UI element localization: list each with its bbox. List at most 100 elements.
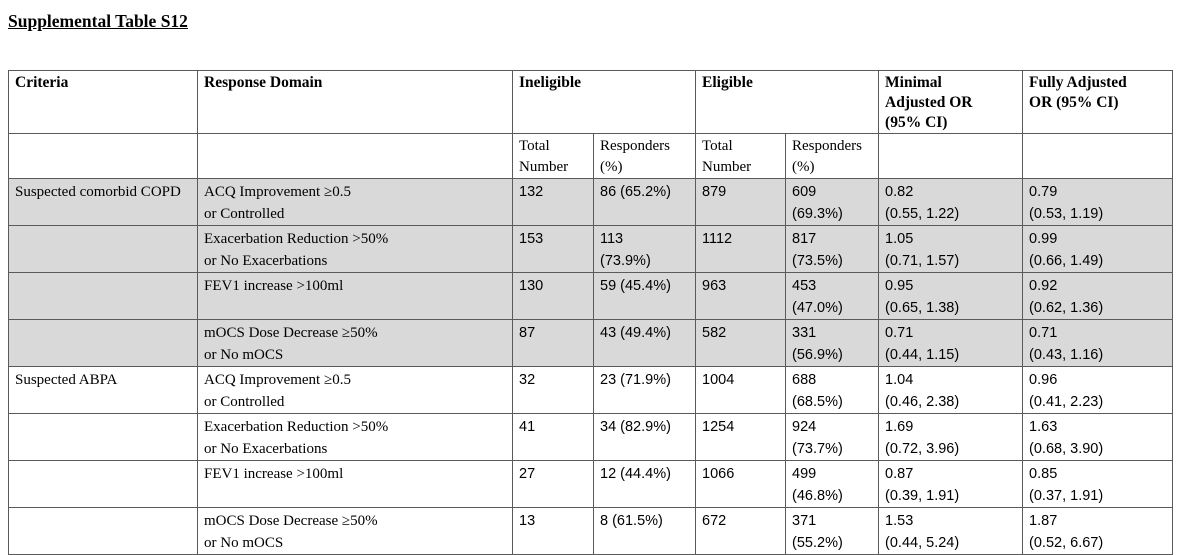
cell-eligible-total: 963 [695,272,787,320]
table-row: Exacerbation Reduction >50% or No Exacerb… [8,413,1174,461]
cell-line: (47.0%) [792,300,843,316]
cell-minimal-or: 0.95 (0.65, 1.38) [878,272,1024,320]
subheader-eligible-responders: Responders (%) [785,133,880,179]
cell-line: 817 [792,231,817,247]
header-criteria: Criteria [8,70,198,134]
header-row-sub: Total Number Responders (%) Total Number… [8,133,1174,179]
table-row: Suspected ABPA ACQ Improvement ≥0.5 or Co… [8,366,1174,414]
cell-criteria [8,319,198,367]
cell-ineligible-total: 130 [512,272,594,320]
cell-eligible-total: 582 [695,319,787,367]
table-row: FEV1 increase >100ml 27 12 (44.4%) 1066 … [8,460,1174,508]
cell-response-domain: FEV1 increase >100ml [197,272,513,320]
cell-ineligible-responders: 43 (49.4%) [592,319,697,367]
cell-line: 688 [792,372,817,388]
cell-line: (0.71, 1.57) [885,253,960,269]
cell-line: (69.3%) [792,206,843,222]
cell-criteria [8,460,198,508]
cell-line: (73.9%) [600,253,651,269]
page-title: Supplemental Table S12 [8,11,188,31]
cell-minimal-or: 1.04 (0.46, 2.38) [878,366,1024,414]
cell-line: 43 (49.4%) [600,325,671,341]
cell-fully-or: 0.96 (0.41, 2.23) [1022,366,1174,414]
cell-line: (56.9%) [792,347,843,363]
cell-ineligible-responders: 59 (45.4%) [592,272,697,320]
cell-line: mOCS Dose Decrease ≥50% [204,325,378,341]
cell-ineligible-responders: 113 (73.9%) [592,225,697,273]
cell-line: (0.46, 2.38) [885,394,960,410]
cell-criteria [8,507,198,555]
cell-line: 1.53 [885,513,914,529]
cell-line: 331 [792,325,817,341]
cell-line: Exacerbation Reduction >50% [204,419,389,435]
cell-line: (0.53, 1.19) [1029,206,1104,222]
cell-line: (0.43, 1.16) [1029,347,1104,363]
cell-ineligible-total: 41 [512,413,594,461]
cell-line: FEV1 increase >100ml [204,278,344,294]
cell-line: 0.79 [1029,184,1058,200]
cell-ineligible-responders: 12 (44.4%) [592,460,697,508]
cell-line: 0.95 [885,278,914,294]
subheader-empty-minimal-or [878,133,1024,179]
cell-line: (0.44, 1.15) [885,347,960,363]
cell-ineligible-responders: 34 (82.9%) [592,413,697,461]
cell-ineligible-total: 27 [512,460,594,508]
cell-eligible-total: 1112 [695,225,787,273]
table-row: FEV1 increase >100ml 130 59 (45.4%) 963 … [8,272,1174,320]
cell-line: 1.87 [1029,513,1058,529]
cell-eligible-total: 1004 [695,366,787,414]
cell-line: 0.71 [1029,325,1058,341]
cell-eligible-responders: 331 (56.9%) [785,319,880,367]
cell-line: 59 (45.4%) [600,278,671,294]
cell-line: 86 (65.2%) [600,184,671,200]
cell-fully-or: 0.99 (0.66, 1.49) [1022,225,1174,273]
cell-response-domain: ACQ Improvement ≥0.5 or Controlled [197,366,513,414]
cell-minimal-or: 0.87 (0.39, 1.91) [878,460,1024,508]
cell-line: 0.99 [1029,231,1058,247]
cell-line: 0.82 [885,184,914,200]
cell-fully-or: 0.79 (0.53, 1.19) [1022,178,1174,226]
cell-eligible-responders: 817 (73.5%) [785,225,880,273]
cell-line: 8 (61.5%) [600,513,663,529]
cell-ineligible-responders: 86 (65.2%) [592,178,697,226]
header-ineligible: Ineligible [511,70,697,134]
subheader-ineligible-responders: Responders (%) [592,133,697,179]
cell-line: 1.69 [885,419,914,435]
subheader-ineligible-total-number: Total Number [512,133,594,179]
subheader-empty-fully-or [1022,133,1174,179]
cell-line: (46.8%) [792,488,843,504]
cell-line: Exacerbation Reduction >50% [204,231,389,247]
cell-response-domain: mOCS Dose Decrease ≥50% or No mOCS [197,319,513,367]
cell-fully-or: 1.87 (0.52, 6.67) [1022,507,1174,555]
cell-line: 0.85 [1029,466,1058,482]
table-row: Exacerbation Reduction >50% or No Exacerb… [8,225,1174,273]
cell-line: 0.87 [885,466,914,482]
cell-ineligible-total: 13 [512,507,594,555]
cell-line: (0.66, 1.49) [1029,253,1104,269]
cell-line: 1.63 [1029,419,1058,435]
cell-line: 609 [792,184,817,200]
header-response-domain: Response Domain [197,70,513,134]
cell-line: (0.37, 1.91) [1029,488,1104,504]
cell-criteria [8,272,198,320]
cell-line: (0.39, 1.91) [885,488,960,504]
cell-eligible-total: 1066 [695,460,787,508]
cell-line: (73.5%) [792,253,843,269]
cell-line: or No mOCS [204,535,284,551]
cell-line: 1.04 [885,372,914,388]
cell-eligible-total: 879 [695,178,787,226]
cell-minimal-or: 0.71 (0.44, 1.15) [878,319,1024,367]
cell-minimal-or: 1.05 (0.71, 1.57) [878,225,1024,273]
cell-line: (0.52, 6.67) [1029,535,1104,551]
cell-line: or No Exacerbations [204,253,328,269]
cell-eligible-responders: 688 (68.5%) [785,366,880,414]
header-fully-adjusted-or: Fully Adjusted OR (95% CI) [1022,70,1174,134]
subheader-empty-criteria [8,133,198,179]
cell-line: ACQ Improvement ≥0.5 [204,184,351,200]
cell-fully-or: 0.71 (0.43, 1.16) [1022,319,1174,367]
cell-eligible-responders: 609 (69.3%) [785,178,880,226]
cell-line: 23 (71.9%) [600,372,671,388]
cell-minimal-or: 1.53 (0.44, 5.24) [878,507,1024,555]
cell-criteria: Suspected ABPA [8,366,198,414]
cell-line: 453 [792,278,817,294]
